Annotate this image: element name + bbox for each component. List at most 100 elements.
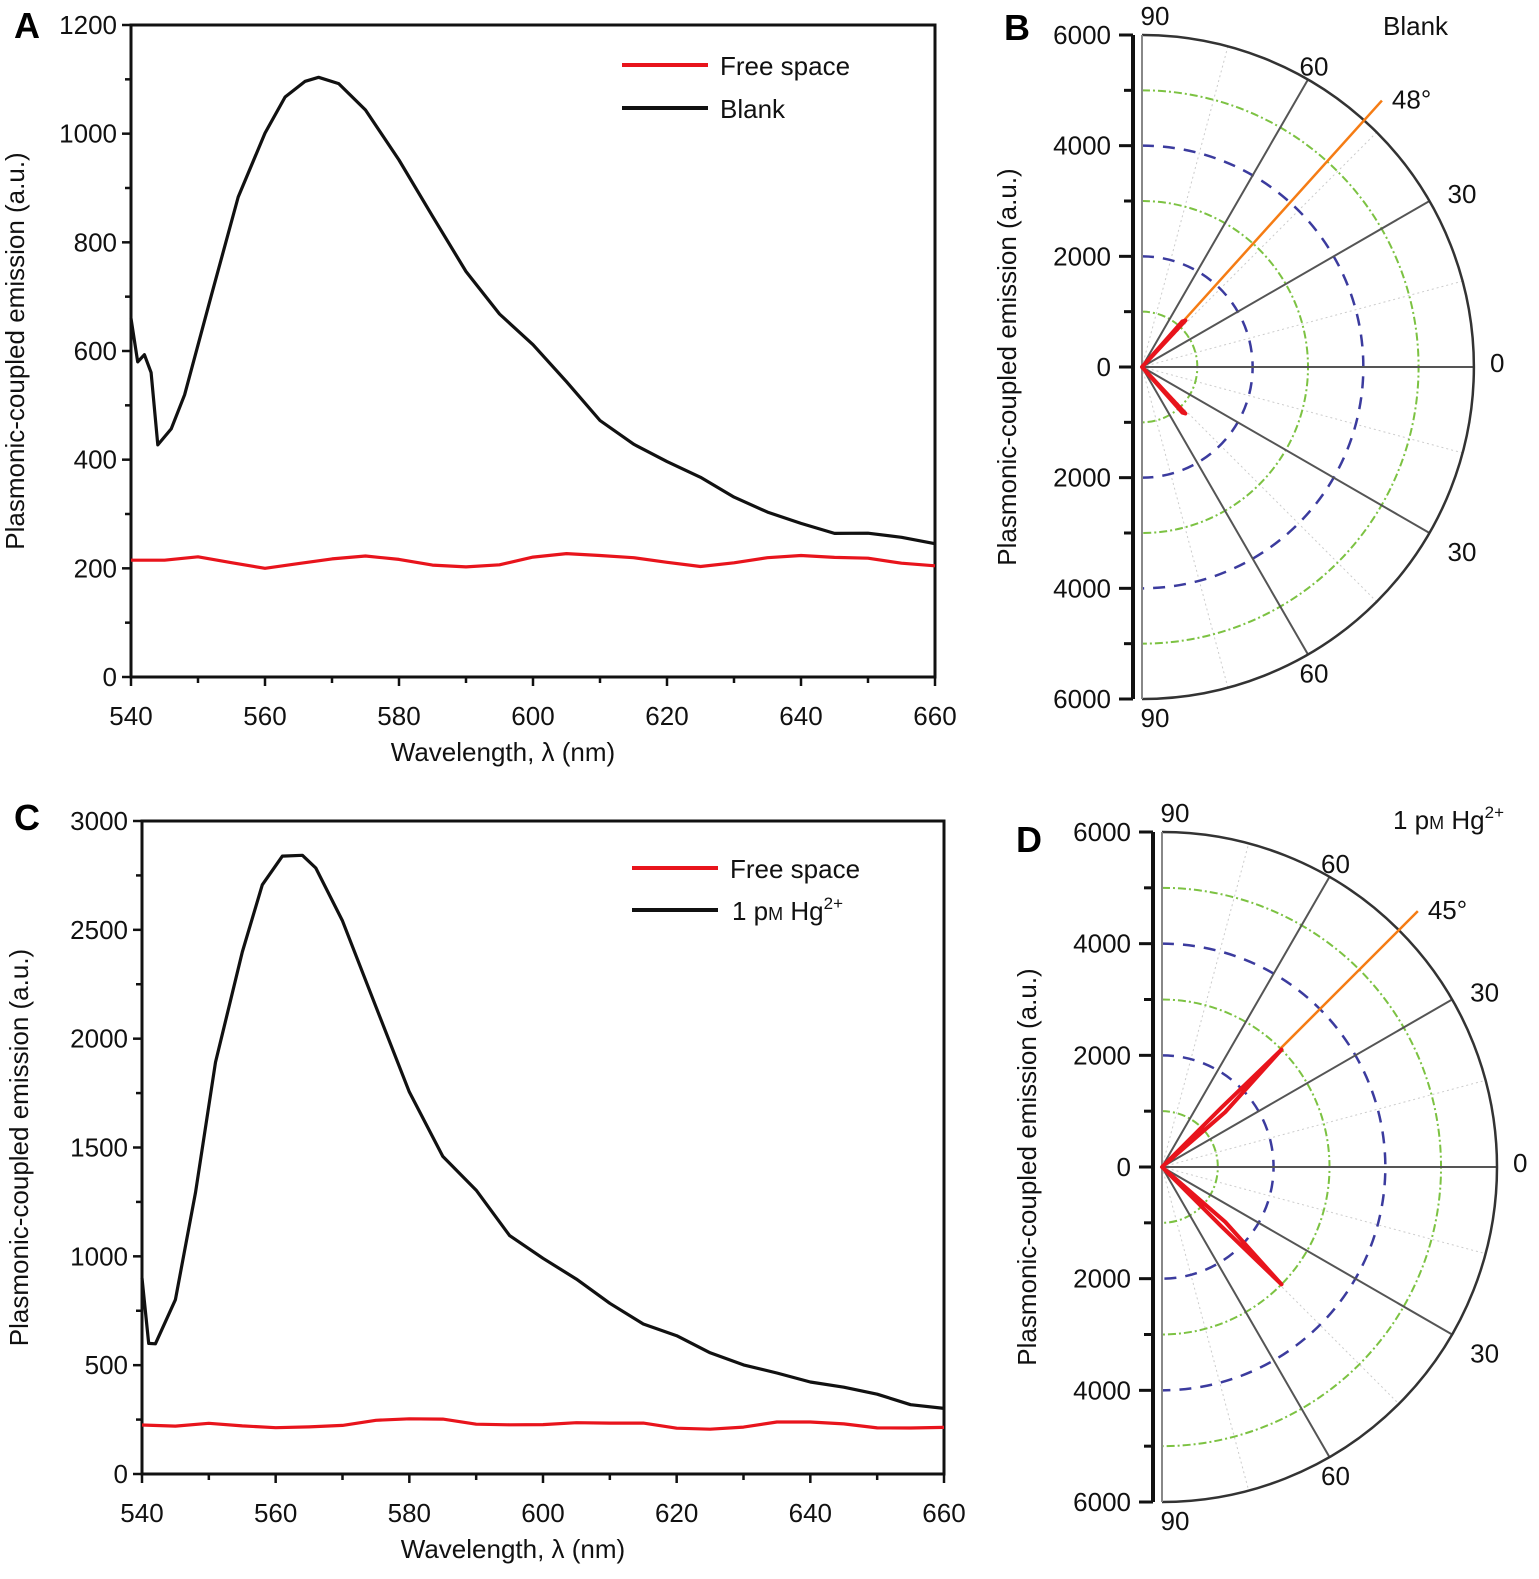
y-tick-label: 500 bbox=[85, 1350, 128, 1380]
peak-angle-label: 48° bbox=[1392, 85, 1431, 115]
angle-label: 60 bbox=[1300, 51, 1329, 81]
angle-label: 0 bbox=[1513, 1148, 1527, 1178]
legend-label: 1 pM Hg2+ bbox=[732, 894, 843, 926]
chart-b: 6000 4000 2000 0 2000 4000 6000 90 60 30 0 30 60 90 48… bbox=[992, 1, 1504, 733]
x-tick-label: 660 bbox=[922, 1498, 965, 1528]
y-axis-label: Plasmonic-coupled emission (a.u.) bbox=[992, 168, 1022, 565]
legend-label: Free space bbox=[720, 51, 850, 81]
emission-lobe bbox=[1140, 318, 1188, 416]
radial-tick-label: 6000 bbox=[1053, 684, 1111, 714]
radial-tick-label: 0 bbox=[1117, 1152, 1131, 1182]
y-tick-label: 2500 bbox=[70, 915, 128, 945]
x-tick-label: 580 bbox=[388, 1498, 431, 1528]
spoke bbox=[1161, 876, 1331, 1168]
x-tick-label: 560 bbox=[243, 701, 286, 731]
x-tick-label: 640 bbox=[789, 1498, 832, 1528]
radial-tick-label: 2000 bbox=[1073, 1040, 1131, 1070]
outer-arc bbox=[1141, 33, 1476, 701]
spoke bbox=[1141, 200, 1431, 368]
panel-label-c: C bbox=[14, 797, 40, 838]
x-tick-label: 540 bbox=[109, 701, 152, 731]
x-tick-label: 640 bbox=[779, 701, 822, 731]
angle-label: 90 bbox=[1161, 1506, 1190, 1536]
x-tick-label: 600 bbox=[511, 701, 554, 731]
angle-label: 60 bbox=[1321, 1461, 1350, 1491]
spoke bbox=[1141, 366, 1431, 534]
angle-label: 30 bbox=[1470, 1339, 1499, 1369]
y-tick-label: 3000 bbox=[70, 806, 128, 836]
x-tick-label: 540 bbox=[120, 1498, 163, 1528]
y-tick-label: 600 bbox=[74, 336, 117, 366]
chart-a: 540 560 580 600 620 640 660 0 200 400 600 800 1000 12… bbox=[0, 10, 957, 767]
radial-tick-label: 0 bbox=[1097, 352, 1111, 382]
angle-label: 30 bbox=[1448, 537, 1477, 567]
series-line-free-space bbox=[131, 551, 936, 570]
angle-label: 60 bbox=[1321, 849, 1350, 879]
x-axis-label: Wavelength, λ (nm) bbox=[391, 737, 615, 767]
minor-spoke bbox=[1161, 1079, 1486, 1168]
y-tick-label: 1200 bbox=[59, 10, 117, 40]
radial-tick-label: 4000 bbox=[1073, 1375, 1131, 1405]
peak-angle-line bbox=[1279, 910, 1419, 1050]
y-tick-label: 400 bbox=[74, 445, 117, 475]
y-axis-label: Plasmonic-coupled emission (a.u.) bbox=[0, 152, 30, 549]
x-axis-label: Wavelength, λ (nm) bbox=[401, 1534, 625, 1564]
outer-arc bbox=[1161, 830, 1499, 1504]
radial-tick-label: 6000 bbox=[1073, 817, 1131, 847]
minor-spoke bbox=[1141, 280, 1463, 368]
angle-label: 30 bbox=[1448, 179, 1477, 209]
y-axis-label: Plasmonic-coupled emission (a.u.) bbox=[1012, 968, 1042, 1365]
x-tick-label: 620 bbox=[645, 701, 688, 731]
grid-circle-dashed bbox=[1161, 942, 1386, 1392]
series-line-free-space bbox=[141, 1417, 945, 1431]
y-tick-label: 200 bbox=[74, 553, 117, 583]
plot-frame bbox=[129, 23, 937, 679]
radial-tick-label: 4000 bbox=[1073, 929, 1131, 959]
angle-label: 60 bbox=[1300, 659, 1329, 689]
chart-title: 1 pM Hg2+ bbox=[1393, 803, 1504, 835]
x-tick-label: 580 bbox=[377, 701, 420, 731]
y-tick-label: 1000 bbox=[70, 1241, 128, 1271]
plot-frame bbox=[140, 819, 946, 1476]
panel-label-b: B bbox=[1004, 7, 1030, 48]
x-tick-label: 560 bbox=[254, 1498, 297, 1528]
series-line-sample bbox=[140, 853, 945, 1410]
radial-tick-label: 2000 bbox=[1053, 463, 1111, 493]
x-tick-label: 600 bbox=[521, 1498, 564, 1528]
spoke bbox=[1161, 998, 1453, 1168]
panel-label-a: A bbox=[14, 5, 40, 46]
chart-d: 6000 4000 2000 0 2000 4000 6000 90 60 30 0 30 60 90 45… bbox=[1012, 798, 1527, 1536]
y-tick-label: 2000 bbox=[70, 1024, 128, 1054]
series-line-sample bbox=[129, 75, 936, 546]
radial-tick-label: 6000 bbox=[1073, 1487, 1131, 1517]
y-axis-label: Plasmonic-coupled emission (a.u.) bbox=[4, 949, 34, 1346]
y-tick-label: 800 bbox=[74, 227, 117, 257]
panel-label-d: D bbox=[1016, 819, 1042, 860]
spoke bbox=[1141, 366, 1309, 656]
spoke bbox=[1141, 78, 1309, 368]
x-tick-label: 660 bbox=[913, 701, 956, 731]
y-tick-label: 0 bbox=[103, 662, 117, 692]
angle-label: 30 bbox=[1470, 978, 1499, 1008]
radial-tick-label: 2000 bbox=[1073, 1264, 1131, 1294]
radial-tick-label: 6000 bbox=[1053, 20, 1111, 50]
y-tick-label: 0 bbox=[114, 1459, 128, 1489]
legend-label: Free space bbox=[730, 854, 860, 884]
y-tick-label: 1500 bbox=[70, 1133, 128, 1163]
minor-spoke bbox=[1161, 843, 1250, 1168]
y-tick-label: 1000 bbox=[59, 119, 117, 149]
peak-angle-label: 45° bbox=[1428, 895, 1467, 925]
radial-tick-label: 4000 bbox=[1053, 573, 1111, 603]
chart-title: Blank bbox=[1383, 11, 1449, 41]
angle-label: 90 bbox=[1141, 703, 1170, 733]
spoke bbox=[1161, 1166, 1331, 1458]
spoke bbox=[1161, 1166, 1453, 1336]
radial-tick-label: 2000 bbox=[1053, 241, 1111, 271]
x-tick-label: 620 bbox=[655, 1498, 698, 1528]
radial-tick-label: 4000 bbox=[1053, 131, 1111, 161]
legend-label: Blank bbox=[720, 94, 786, 124]
emission-lobe bbox=[1160, 1047, 1284, 1287]
angle-label: 90 bbox=[1141, 1, 1170, 31]
chart-c: 540 560 580 600 620 640 660 0 500 1000 1500 2000 250… bbox=[4, 806, 966, 1564]
